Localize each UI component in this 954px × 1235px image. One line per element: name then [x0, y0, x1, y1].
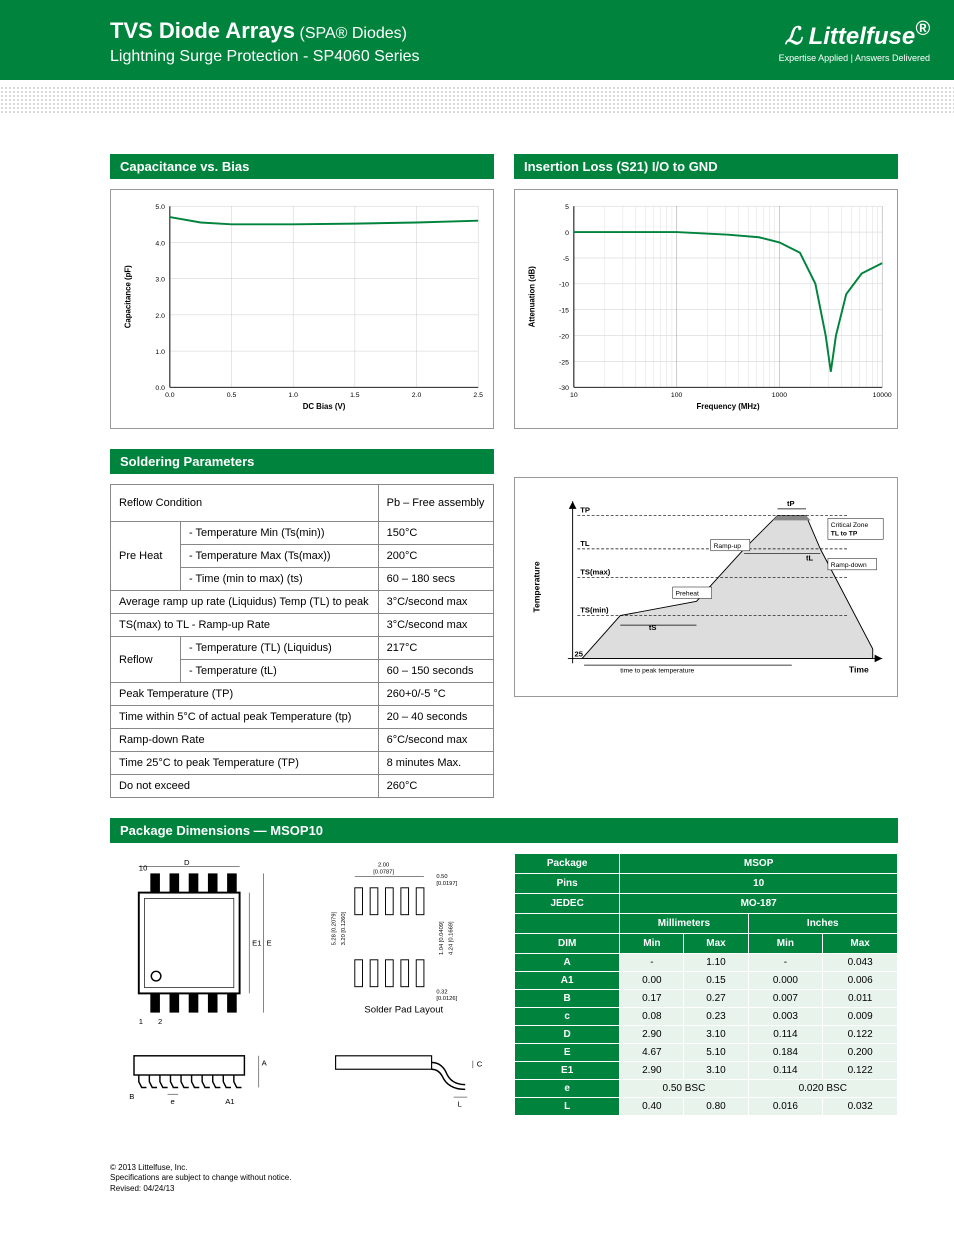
svg-text:Ramp-up: Ramp-up: [714, 543, 742, 550]
svg-text:0.5: 0.5: [227, 392, 237, 399]
svg-text:5.0: 5.0: [155, 204, 165, 211]
svg-text:Frequency (MHz): Frequency (MHz): [696, 402, 759, 411]
title-main: TVS Diode Arrays: [110, 18, 295, 43]
disclaimer: Specifications are subject to change wit…: [110, 1173, 898, 1183]
chart1-title: Capacitance vs. Bias: [110, 154, 494, 179]
svg-text:0.0: 0.0: [165, 392, 175, 399]
svg-text:0.50: 0.50: [436, 874, 447, 880]
svg-text:3.20 [0.1260]: 3.20 [0.1260]: [341, 911, 347, 945]
insertion-loss-chart: -30 -25 -20 -15 -10 -5 0 5 10 100 1000 10000 Frequen…: [514, 189, 898, 429]
svg-text:-25: -25: [559, 359, 569, 366]
dimensions-table: PackageMSOPPins10JEDECMO-187MillimetersI…: [514, 853, 898, 1116]
revised-date: Revised: 04/24/13: [110, 1184, 898, 1194]
reflow-profile-diagram: TP TL TS(max) TS(min) 25 Preheat Ramp-up Ramp-d…: [514, 477, 898, 697]
svg-text:C: C: [477, 1059, 483, 1068]
svg-text:E: E: [266, 938, 271, 947]
svg-text:Capacitance (pF): Capacitance (pF): [124, 265, 133, 328]
svg-text:[0.0126]: [0.0126]: [436, 996, 457, 1002]
svg-text:L: L: [458, 1100, 463, 1109]
svg-text:10: 10: [139, 864, 148, 873]
svg-text:2.5: 2.5: [473, 392, 483, 399]
svg-text:1.0: 1.0: [155, 349, 165, 356]
svg-text:TS(min): TS(min): [580, 606, 609, 615]
svg-text:4.0: 4.0: [155, 240, 165, 247]
svg-text:TL: TL: [580, 539, 590, 548]
pkg-title: Package Dimensions — MSOP10: [110, 818, 898, 843]
svg-text:tL: tL: [806, 553, 814, 562]
svg-text:5.28 [0.2079]: 5.28 [0.2079]: [332, 911, 338, 945]
svg-text:D: D: [184, 858, 190, 867]
svg-text:1000: 1000: [772, 392, 787, 399]
chart2-title: Insertion Loss (S21) I/O to GND: [514, 154, 898, 179]
svg-text:-10: -10: [559, 282, 569, 289]
logo-name: Littelfuse: [809, 23, 916, 50]
svg-text:Critical Zone: Critical Zone: [831, 522, 869, 529]
dot-pattern: [0, 86, 954, 114]
svg-text:[0.0197]: [0.0197]: [436, 881, 457, 887]
copyright: © 2013 Littelfuse, Inc.: [110, 1163, 898, 1173]
svg-text:0.0: 0.0: [155, 385, 165, 392]
svg-text:1.0: 1.0: [288, 392, 298, 399]
svg-text:Solder Pad Layout: Solder Pad Layout: [364, 1005, 443, 1016]
svg-text:tS: tS: [649, 623, 657, 632]
svg-text:10000: 10000: [873, 392, 892, 399]
svg-text:tP: tP: [787, 499, 795, 508]
svg-text:-20: -20: [559, 334, 569, 341]
svg-text:2.00: 2.00: [378, 863, 389, 869]
svg-text:DC Bias (V): DC Bias (V): [303, 402, 346, 411]
svg-text:25: 25: [575, 650, 584, 659]
subtitle: Lightning Surge Protection - SP4060 Seri…: [110, 48, 420, 66]
soldering-title: Soldering Parameters: [110, 449, 494, 474]
title-sub: (SPA® Diodes): [299, 25, 407, 42]
svg-text:TP: TP: [580, 506, 590, 515]
svg-text:1.04 [0.0409]: 1.04 [0.0409]: [439, 921, 445, 955]
svg-text:time to peak temperature: time to peak temperature: [620, 668, 694, 675]
svg-text:0.32: 0.32: [436, 989, 447, 995]
svg-text:2.0: 2.0: [155, 313, 165, 320]
svg-text:TS(max): TS(max): [580, 568, 610, 577]
svg-text:3.0: 3.0: [155, 277, 165, 284]
svg-text:4.24 [0.1669]: 4.24 [0.1669]: [449, 921, 455, 955]
svg-text:1: 1: [139, 1017, 143, 1026]
svg-text:Preheat: Preheat: [676, 591, 699, 598]
svg-text:-30: -30: [559, 385, 569, 392]
svg-text:10: 10: [570, 392, 578, 399]
logo-tagline: Expertise Applied | Answers Delivered: [779, 53, 930, 63]
svg-text:Attenuation (dB): Attenuation (dB): [528, 266, 537, 328]
svg-text:Temperature: Temperature: [531, 561, 541, 612]
svg-text:2: 2: [158, 1017, 162, 1026]
svg-text:2.0: 2.0: [412, 392, 422, 399]
svg-text:-5: -5: [563, 256, 569, 263]
svg-text:-15: -15: [559, 308, 569, 315]
page-header: TVS Diode Arrays (SPA® Diodes) Lightning…: [0, 0, 954, 80]
svg-text:A1: A1: [225, 1097, 234, 1106]
svg-text:TL to TP: TL to TP: [831, 531, 858, 538]
svg-text:Ramp-down: Ramp-down: [831, 562, 867, 569]
svg-text:0: 0: [565, 230, 569, 237]
footer: © 2013 Littelfuse, Inc. Specifications a…: [110, 1163, 898, 1194]
package-drawings: 10 1 2 D E1 E A Be A1 2.00[0.0787] 0.50[0.0197] 5.2…: [110, 853, 494, 1153]
svg-text:1.5: 1.5: [350, 392, 360, 399]
svg-text:E1: E1: [252, 938, 261, 947]
soldering-table: Reflow ConditionPb – Free assemblyPre He…: [110, 484, 494, 798]
svg-text:Time: Time: [849, 665, 869, 675]
svg-text:100: 100: [671, 392, 683, 399]
svg-text:5: 5: [565, 204, 569, 211]
svg-text:B: B: [129, 1092, 134, 1101]
svg-text:A: A: [262, 1058, 268, 1067]
svg-text:e: e: [170, 1097, 174, 1106]
logo: ℒ Littelfuse® Expertise Applied | Answer…: [779, 18, 930, 63]
capacitance-chart: 0.0 1.0 2.0 3.0 4.0 5.0 0.0 0.5 1.0 1.5 2.0 2.5 DC B…: [110, 189, 494, 429]
svg-text:[0.0787]: [0.0787]: [373, 869, 394, 875]
